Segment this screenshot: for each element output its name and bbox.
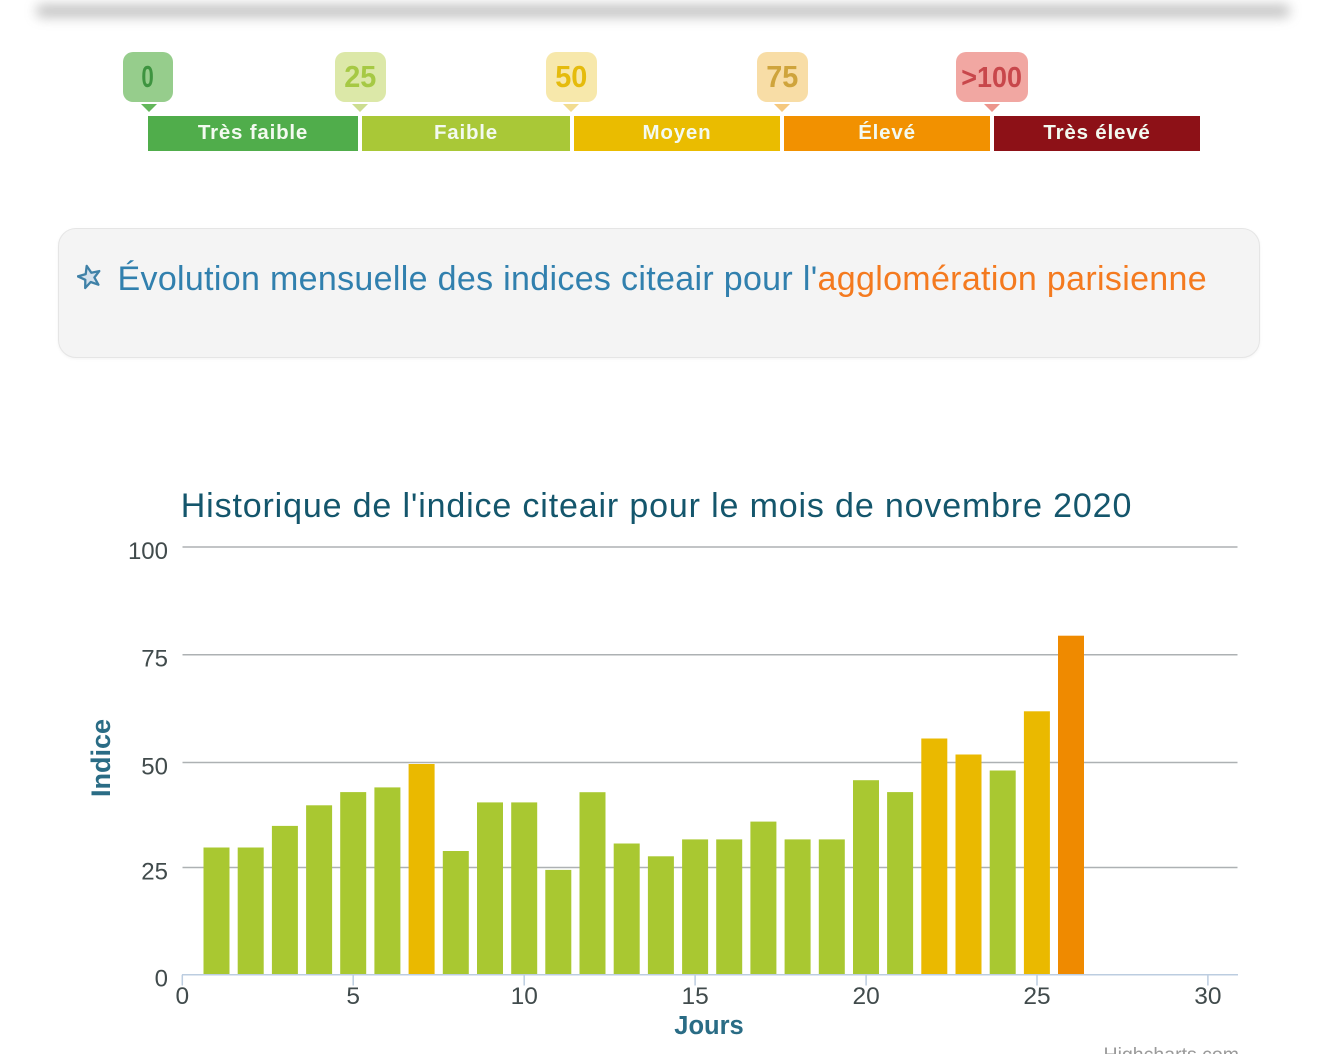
svg-text:25: 25 <box>141 859 168 886</box>
svg-text:Highcharts.com: Highcharts.com <box>1104 1044 1239 1054</box>
svg-text:20: 20 <box>852 983 879 1010</box>
svg-text:15: 15 <box>681 983 708 1010</box>
svg-text:100: 100 <box>128 538 168 565</box>
svg-text:50: 50 <box>141 754 168 781</box>
svg-text:75: 75 <box>141 646 168 673</box>
svg-text:10: 10 <box>511 983 538 1010</box>
svg-text:0: 0 <box>155 966 168 993</box>
svg-text:5: 5 <box>346 983 360 1010</box>
svg-text:0: 0 <box>175 983 189 1010</box>
svg-text:Jours: Jours <box>674 1012 743 1040</box>
svg-text:Indice: Indice <box>86 719 116 797</box>
svg-text:Historique de l'indice citeair: Historique de l'indice citeair pour le m… <box>181 487 1132 525</box>
svg-text:30: 30 <box>1194 983 1221 1010</box>
svg-text:25: 25 <box>1023 983 1050 1010</box>
